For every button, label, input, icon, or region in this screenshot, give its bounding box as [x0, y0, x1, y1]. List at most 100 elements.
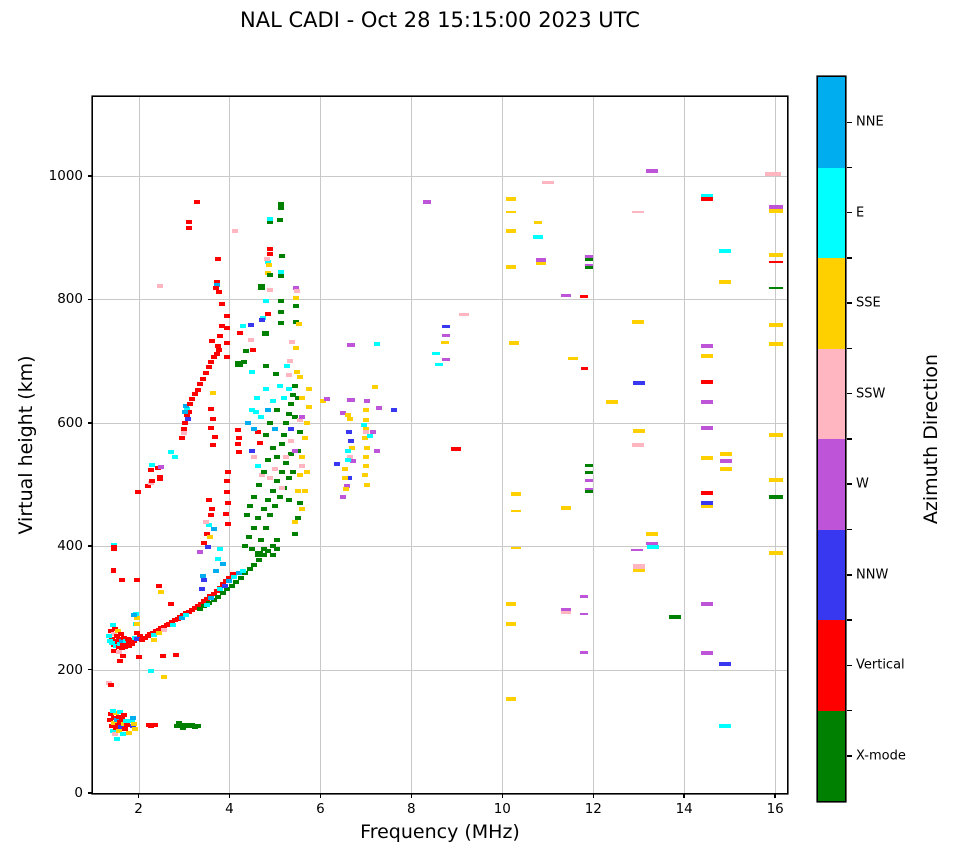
data-point — [347, 439, 354, 444]
data-point — [267, 420, 274, 425]
data-point — [271, 467, 278, 472]
data-point — [151, 723, 158, 728]
data-point — [267, 476, 274, 481]
data-point — [108, 641, 115, 646]
data-point — [246, 567, 253, 571]
data-point — [124, 723, 131, 728]
data-point — [350, 459, 357, 463]
data-point — [701, 380, 713, 385]
data-point — [108, 712, 115, 716]
data-point — [342, 476, 349, 481]
data-point — [255, 464, 262, 468]
data-point — [242, 571, 249, 576]
data-point — [208, 360, 215, 365]
data-point — [278, 485, 285, 490]
data-point — [363, 482, 370, 487]
data-point — [258, 414, 265, 419]
data-point — [224, 314, 231, 318]
data-point — [249, 448, 256, 453]
data-point — [158, 589, 165, 594]
data-point — [209, 507, 216, 512]
data-point — [301, 436, 308, 441]
data-point — [720, 452, 733, 457]
colorbar-tick — [847, 528, 852, 531]
data-point — [285, 373, 292, 378]
data-point — [117, 709, 124, 714]
gridline-x — [411, 97, 413, 793]
data-point — [196, 607, 203, 612]
data-point — [369, 430, 376, 434]
data-point — [149, 479, 156, 484]
data-point — [110, 543, 117, 546]
colorbar-tick-label: SSW — [856, 386, 886, 402]
data-point — [701, 193, 713, 198]
data-point — [296, 374, 303, 379]
data-point — [584, 490, 593, 494]
data-point — [769, 253, 784, 257]
data-point — [584, 471, 593, 475]
data-point — [199, 587, 206, 592]
data-point — [260, 547, 267, 552]
data-point — [506, 196, 517, 201]
data-point — [632, 564, 645, 570]
data-point — [306, 405, 312, 410]
data-point — [362, 427, 369, 431]
data-point — [630, 548, 643, 551]
data-point — [213, 588, 220, 593]
data-point — [584, 266, 593, 270]
data-point — [265, 270, 272, 275]
data-point — [237, 575, 244, 580]
data-point — [260, 315, 267, 320]
data-point — [134, 630, 141, 635]
data-point — [265, 259, 272, 264]
data-point — [262, 525, 269, 530]
data-point — [184, 416, 191, 421]
data-point — [296, 473, 303, 478]
data-point — [117, 720, 124, 724]
data-point — [362, 430, 369, 434]
data-point — [720, 467, 733, 472]
data-point — [205, 365, 212, 370]
data-point — [188, 723, 195, 728]
data-point — [208, 596, 215, 600]
data-point — [189, 397, 196, 402]
data-point — [701, 354, 713, 359]
data-point — [281, 433, 287, 438]
data-point — [441, 334, 450, 338]
data-point — [209, 416, 216, 421]
data-point — [701, 504, 713, 508]
data-point — [256, 558, 262, 563]
data-point — [111, 721, 118, 726]
colorbar-segment-x-mode — [818, 710, 845, 801]
data-point — [701, 343, 713, 348]
data-point — [118, 578, 125, 583]
data-point — [262, 364, 269, 368]
colorbar-tick — [847, 574, 852, 576]
data-point — [160, 675, 167, 679]
data-point — [347, 416, 353, 421]
colorbar-segment-vertical — [818, 620, 845, 711]
data-point — [256, 482, 262, 487]
data-point — [701, 456, 713, 460]
colorbar-tick-label: X-mode — [856, 748, 906, 764]
data-point — [265, 457, 272, 462]
colorbar-segment-sse — [818, 258, 845, 349]
data-point — [534, 220, 543, 224]
data-point — [580, 595, 589, 599]
data-point — [292, 531, 299, 536]
x-tick — [592, 793, 595, 798]
data-point — [226, 579, 233, 584]
data-point — [107, 638, 114, 643]
data-point — [632, 568, 645, 572]
data-point — [536, 257, 546, 262]
data-point — [422, 199, 431, 204]
data-point — [130, 613, 137, 618]
data-point — [299, 454, 306, 459]
data-point — [134, 621, 141, 626]
data-point — [769, 432, 784, 437]
data-point — [285, 497, 292, 502]
data-point — [719, 662, 732, 666]
data-point — [278, 254, 285, 259]
data-point — [533, 235, 544, 240]
data-point — [283, 454, 290, 459]
